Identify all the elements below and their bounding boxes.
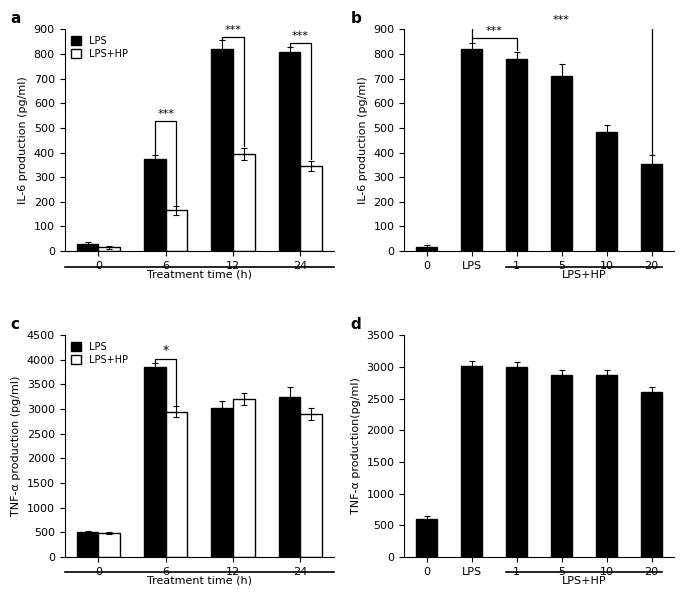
Text: LPS+HP: LPS+HP [562,270,606,280]
Text: c: c [10,317,20,331]
Text: d: d [350,317,361,331]
Text: ***: *** [225,25,241,35]
Bar [99,533,120,557]
Bar [300,166,322,251]
Y-axis label: TNF-α production(pg/ml): TNF-α production(pg/ml) [351,378,361,515]
Bar [233,154,255,251]
Bar [212,49,233,251]
Text: a: a [10,11,21,26]
Bar [166,412,187,557]
Text: ***: *** [158,108,174,118]
Bar [416,247,437,251]
Bar [212,408,233,557]
Text: LPS+HP: LPS+HP [562,575,606,585]
Bar [641,164,662,251]
Legend: LPS, LPS+HP: LPS, LPS+HP [69,340,129,367]
Bar [551,76,572,251]
Legend: LPS, LPS+HP: LPS, LPS+HP [69,35,129,61]
Text: Treatment time (h): Treatment time (h) [147,270,252,280]
Bar [300,414,322,557]
Y-axis label: IL-6 production (pg/ml): IL-6 production (pg/ml) [18,76,28,204]
Bar [233,399,255,557]
Bar [144,367,166,557]
Text: Treatment time (h): Treatment time (h) [147,575,252,585]
Y-axis label: IL-6 production (pg/ml): IL-6 production (pg/ml) [358,76,368,204]
Text: ***: *** [553,15,570,25]
Bar [279,397,300,557]
Text: ***: *** [486,26,503,36]
Text: *: * [162,345,169,358]
Bar [279,52,300,251]
Bar [597,131,616,251]
Bar [506,367,527,557]
Bar [597,375,616,557]
Text: b: b [350,11,361,26]
Y-axis label: TNF-α production (pg/ml): TNF-α production (pg/ml) [11,376,21,516]
Bar [641,392,662,557]
Bar [166,211,187,251]
Bar [77,532,99,557]
Bar [462,367,482,557]
Bar [99,248,120,251]
Bar [506,59,527,251]
Bar [551,375,572,557]
Text: ***: *** [292,31,309,41]
Bar [462,49,482,251]
Bar [144,159,166,251]
Bar [77,244,99,251]
Bar [416,519,437,557]
